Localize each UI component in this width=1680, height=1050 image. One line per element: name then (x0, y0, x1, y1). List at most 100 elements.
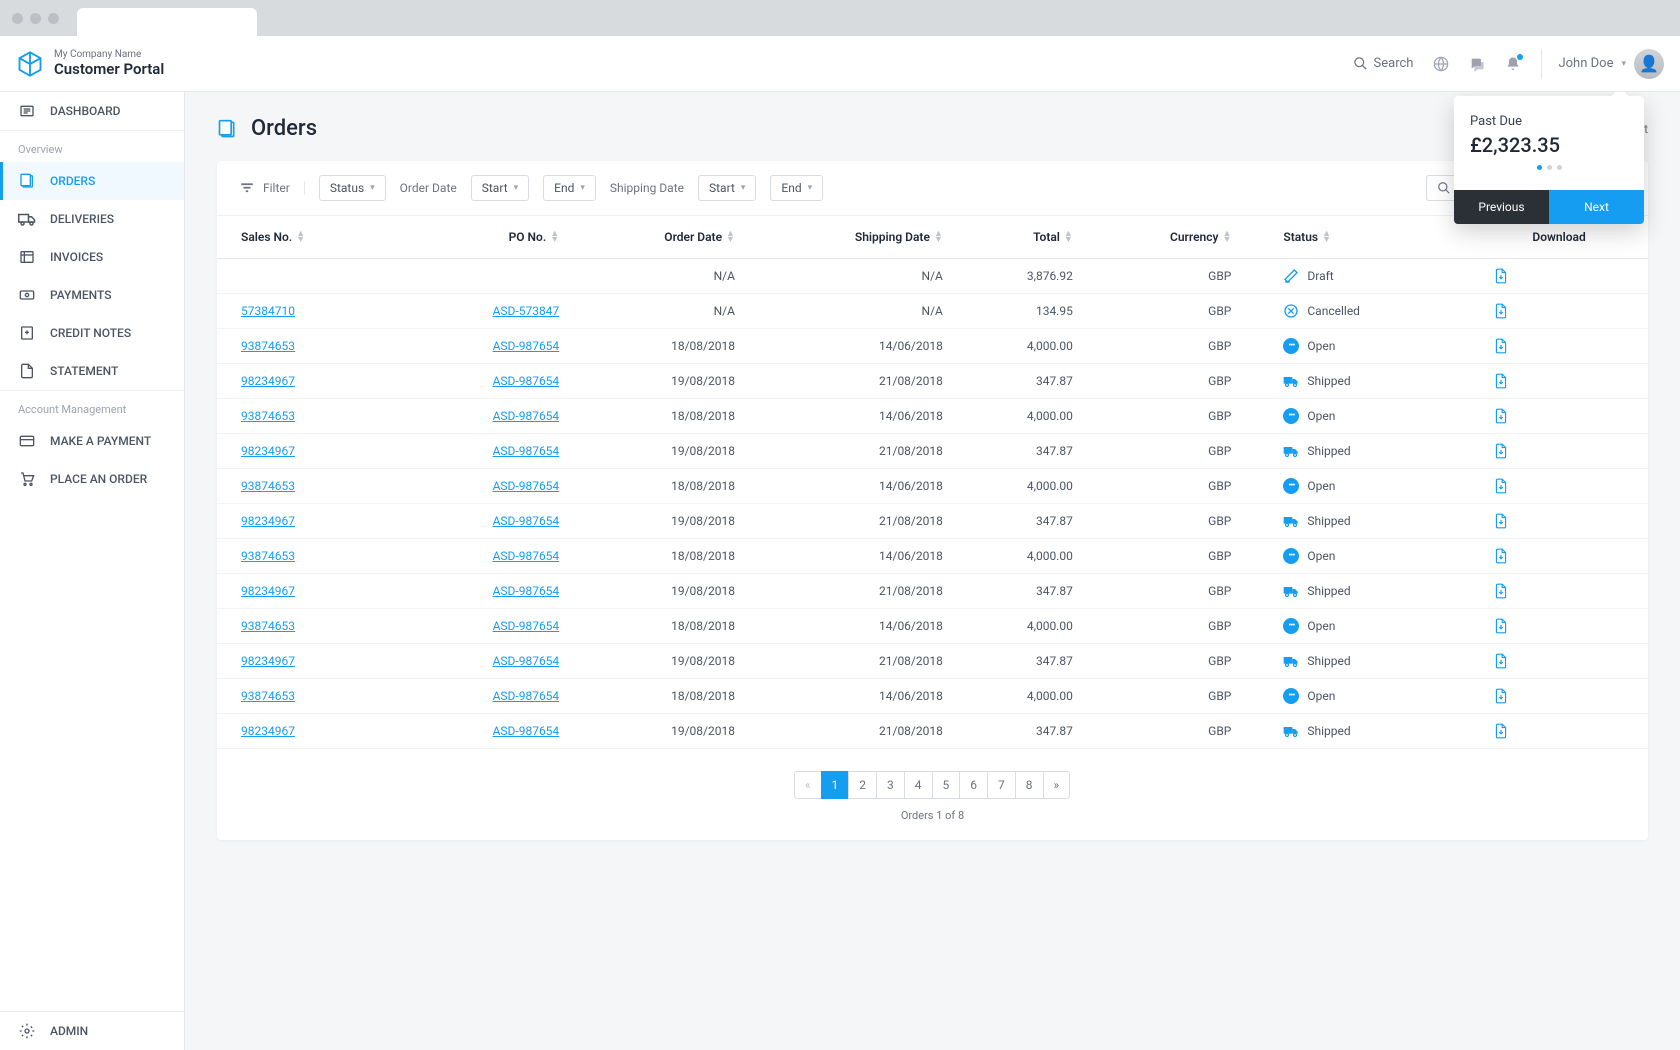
download-button[interactable] (1494, 618, 1624, 634)
po-no-link[interactable]: ASD-987654 (493, 409, 560, 423)
shipping-date-cell: 14/06/2018 (747, 329, 955, 364)
sales-no-link[interactable]: 98234967 (241, 444, 295, 458)
popover-dot[interactable] (1547, 165, 1552, 170)
download-button[interactable] (1494, 688, 1624, 704)
popover-amount: £2,323.35 (1470, 133, 1628, 157)
download-button[interactable] (1494, 478, 1624, 494)
sidebar-item-admin[interactable]: ADMIN (0, 1012, 184, 1050)
status-shipped-icon (1283, 583, 1299, 599)
po-no-link[interactable]: ASD-987654 (493, 584, 560, 598)
po-no-link[interactable]: ASD-987654 (493, 619, 560, 633)
download-button[interactable] (1494, 513, 1624, 529)
filter-status-dropdown[interactable]: Status▾ (319, 175, 386, 201)
filter-shipping-end-dropdown[interactable]: End▾ (770, 175, 823, 201)
popover-dot[interactable] (1537, 165, 1542, 170)
page-title-icon (217, 119, 237, 139)
po-no-link[interactable]: ASD-987654 (493, 444, 560, 458)
download-button[interactable] (1494, 723, 1624, 739)
window-maximize[interactable] (48, 13, 59, 24)
sales-no-link[interactable]: 93874653 (241, 549, 295, 563)
sales-no-link[interactable]: 93874653 (241, 689, 295, 703)
page-button[interactable]: 4 (904, 771, 933, 799)
col-total[interactable]: Total▲▼ (955, 216, 1085, 259)
download-button[interactable] (1494, 268, 1624, 284)
page-next-button[interactable]: » (1043, 771, 1071, 799)
page-button[interactable]: 6 (959, 771, 988, 799)
col-order-date[interactable]: Order Date▲▼ (571, 216, 747, 259)
sales-no-link[interactable]: 98234967 (241, 654, 295, 668)
sidebar-item-payments[interactable]: PAYMENTS (0, 276, 184, 314)
po-no-link[interactable]: ASD-573847 (493, 304, 560, 318)
po-no-link[interactable]: ASD-987654 (493, 479, 560, 493)
page-button[interactable]: 2 (848, 771, 877, 799)
col-po-no[interactable]: PO No.▲▼ (403, 216, 571, 259)
po-no-link[interactable]: ASD-987654 (493, 549, 560, 563)
popover-next-button[interactable]: Next (1549, 190, 1644, 224)
chevron-down-icon: ▾ (514, 183, 519, 193)
page-button[interactable]: 5 (932, 771, 961, 799)
sales-no-link[interactable]: 93874653 (241, 619, 295, 633)
sales-no-link[interactable]: 98234967 (241, 514, 295, 528)
sidebar-item-make-payment[interactable]: MAKE A PAYMENT (0, 422, 184, 460)
po-no-link[interactable]: ASD-987654 (493, 724, 560, 738)
download-button[interactable] (1494, 653, 1624, 669)
popover-dot[interactable] (1557, 165, 1562, 170)
col-sales-no[interactable]: Sales No.▲▼ (217, 216, 403, 259)
header-search-button[interactable]: Search (1353, 56, 1414, 71)
po-no-link[interactable]: ASD-987654 (493, 374, 560, 388)
sidebar-item-credit-notes[interactable]: CREDIT NOTES (0, 314, 184, 352)
sales-no-link[interactable]: 93874653 (241, 409, 295, 423)
currency-cell: GBP (1085, 469, 1244, 504)
popover-previous-button[interactable]: Previous (1454, 190, 1549, 224)
browser-tab[interactable] (77, 8, 257, 36)
po-no-link[interactable]: ASD-987654 (493, 689, 560, 703)
download-button[interactable] (1494, 338, 1624, 354)
download-button[interactable] (1494, 443, 1624, 459)
page-button[interactable]: 7 (987, 771, 1016, 799)
col-currency[interactable]: Currency▲▼ (1085, 216, 1244, 259)
download-button[interactable] (1494, 408, 1624, 424)
sales-no-link[interactable]: 98234967 (241, 374, 295, 388)
avatar: 👤 (1634, 49, 1664, 79)
download-button[interactable] (1494, 373, 1624, 389)
page-prev-button[interactable]: « (794, 771, 822, 799)
window-minimize[interactable] (30, 13, 41, 24)
col-status[interactable]: Status▲▼ (1243, 216, 1482, 259)
download-button[interactable] (1494, 583, 1624, 599)
user-menu[interactable]: John Doe ▾ 👤 (1541, 49, 1664, 79)
col-shipping-date[interactable]: Shipping Date▲▼ (747, 216, 955, 259)
sidebar-item-place-order[interactable]: PLACE AN ORDER (0, 460, 184, 498)
sales-no-link[interactable]: 93874653 (241, 339, 295, 353)
sidebar-item-deliveries[interactable]: DELIVERIES (0, 200, 184, 238)
sidebar-item-orders[interactable]: ORDERS (0, 162, 184, 200)
chat-icon[interactable] (1469, 56, 1485, 72)
page-button[interactable]: 3 (876, 771, 905, 799)
filter-shipping-start-dropdown[interactable]: Start▾ (698, 175, 756, 201)
po-no-link[interactable]: ASD-987654 (493, 654, 560, 668)
status-open-icon: ••• (1283, 618, 1299, 634)
bell-icon[interactable] (1505, 56, 1521, 72)
sales-no-link[interactable]: 93874653 (241, 479, 295, 493)
filter-order-start-dropdown[interactable]: Start▾ (471, 175, 529, 201)
sidebar-item-dashboard[interactable]: DASHBOARD (0, 92, 184, 130)
sidebar-item-statement[interactable]: STATEMENT (0, 352, 184, 390)
sidebar-item-label: ORDERS (50, 174, 95, 188)
sales-no-link[interactable]: 98234967 (241, 724, 295, 738)
filter-order-end-dropdown[interactable]: End▾ (543, 175, 596, 201)
sales-no-link[interactable]: 57384710 (241, 304, 295, 318)
sort-icon: ▲▼ (550, 232, 559, 243)
table-row: 93874653ASD-98765418/08/201814/06/20184,… (217, 399, 1648, 434)
shipping-date-cell: 21/08/2018 (747, 574, 955, 609)
status-cell: •••Open (1283, 618, 1470, 634)
sidebar-item-invoices[interactable]: INVOICES (0, 238, 184, 276)
po-no-link[interactable]: ASD-987654 (493, 339, 560, 353)
po-no-link[interactable]: ASD-987654 (493, 514, 560, 528)
page-button[interactable]: 8 (1015, 771, 1044, 799)
window-close[interactable] (12, 13, 23, 24)
download-button[interactable] (1494, 548, 1624, 564)
download-button[interactable] (1494, 303, 1624, 319)
globe-icon[interactable] (1433, 56, 1449, 72)
logo[interactable]: My Company Name Customer Portal (16, 49, 164, 78)
sales-no-link[interactable]: 98234967 (241, 584, 295, 598)
page-button[interactable]: 1 (821, 771, 850, 799)
